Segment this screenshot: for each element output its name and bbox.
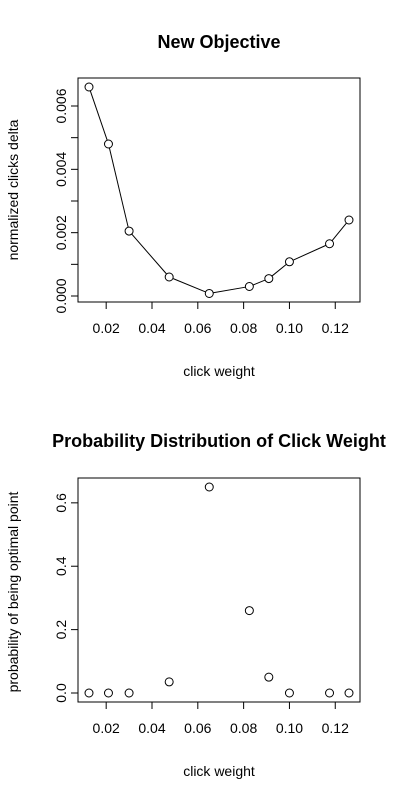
- x-tick-label: 0.06: [184, 320, 211, 336]
- series-line-segment: [131, 233, 167, 275]
- series-line-segment: [172, 278, 206, 293]
- data-point: [84, 82, 94, 92]
- chart-title: Probability Distribution of Click Weight: [52, 431, 386, 451]
- data-point: [124, 688, 134, 698]
- chart-probability-distribution: Probability Distribution of Click Weight…: [5, 431, 386, 779]
- y-axis: 0.000 0.002 0.004 0.006: [53, 88, 79, 314]
- y-tick-label: 0.004: [53, 152, 69, 187]
- data-point: [84, 688, 94, 698]
- data-point: [264, 672, 274, 682]
- series-line-segment: [331, 222, 347, 241]
- plot-frame: [77, 77, 361, 303]
- series-line-segment: [271, 263, 287, 277]
- data-point: [204, 288, 214, 298]
- data-point: [344, 688, 354, 698]
- data-point: [244, 606, 254, 616]
- data-point: [325, 239, 335, 249]
- plot-frame: [77, 477, 361, 703]
- data-point: [284, 257, 294, 267]
- x-tick-label: 0.04: [138, 720, 165, 736]
- y-tick-label: 0.2: [53, 620, 69, 640]
- data-marks: [84, 82, 354, 298]
- x-tick-label: 0.04: [138, 320, 165, 336]
- y-axis-label: probability of being optimal point: [5, 491, 21, 692]
- y-axis-label: normalized clicks delta: [5, 119, 21, 260]
- series-line-segment: [108, 147, 129, 228]
- chart-title: New Objective: [157, 32, 280, 52]
- data-point: [244, 282, 254, 291]
- x-tick-label: 0.10: [276, 320, 303, 336]
- x-tick-label: 0.06: [184, 720, 211, 736]
- y-axis: 0.0 0.2 0.4 0.6: [53, 493, 79, 703]
- y-tick-label: 0.6: [53, 493, 69, 513]
- x-axis: 0.02 0.04 0.06 0.08 0.10 0.12: [93, 701, 349, 736]
- data-point: [103, 139, 113, 149]
- x-tick-label: 0.10: [276, 720, 303, 736]
- data-point: [164, 677, 174, 687]
- y-tick-label: 0.0: [53, 683, 69, 703]
- y-tick-label: 0.002: [53, 215, 69, 250]
- x-tick-label: 0.08: [230, 720, 257, 736]
- data-point: [164, 272, 174, 282]
- data-marks: [84, 482, 354, 698]
- data-point: [344, 215, 354, 225]
- x-tick-label: 0.12: [322, 320, 349, 336]
- data-point: [204, 482, 214, 492]
- x-tick-label: 0.12: [322, 720, 349, 736]
- y-tick-label: 0.4: [53, 556, 69, 576]
- data-point: [264, 274, 274, 284]
- chart-new-objective: New Objective 0.02 0.04 0.06 0.08 0.10 0.12 0…: [5, 32, 361, 379]
- series-line-segment: [89, 90, 108, 141]
- data-point: [103, 688, 113, 698]
- y-tick-label: 0.000: [53, 278, 69, 313]
- data-point: [124, 226, 134, 236]
- x-axis-label: click weight: [183, 763, 255, 779]
- series-line-segment: [213, 286, 246, 294]
- data-point: [284, 688, 294, 698]
- x-tick-label: 0.02: [93, 320, 120, 336]
- x-axis-label: click weight: [183, 363, 255, 379]
- series-line-segment: [252, 279, 266, 286]
- x-tick-label: 0.02: [93, 720, 120, 736]
- x-axis: 0.02 0.04 0.06 0.08 0.10 0.12: [93, 301, 349, 336]
- x-tick-label: 0.08: [230, 320, 257, 336]
- series-line-segment: [292, 244, 327, 261]
- y-tick-label: 0.006: [53, 88, 69, 123]
- data-point: [325, 688, 335, 698]
